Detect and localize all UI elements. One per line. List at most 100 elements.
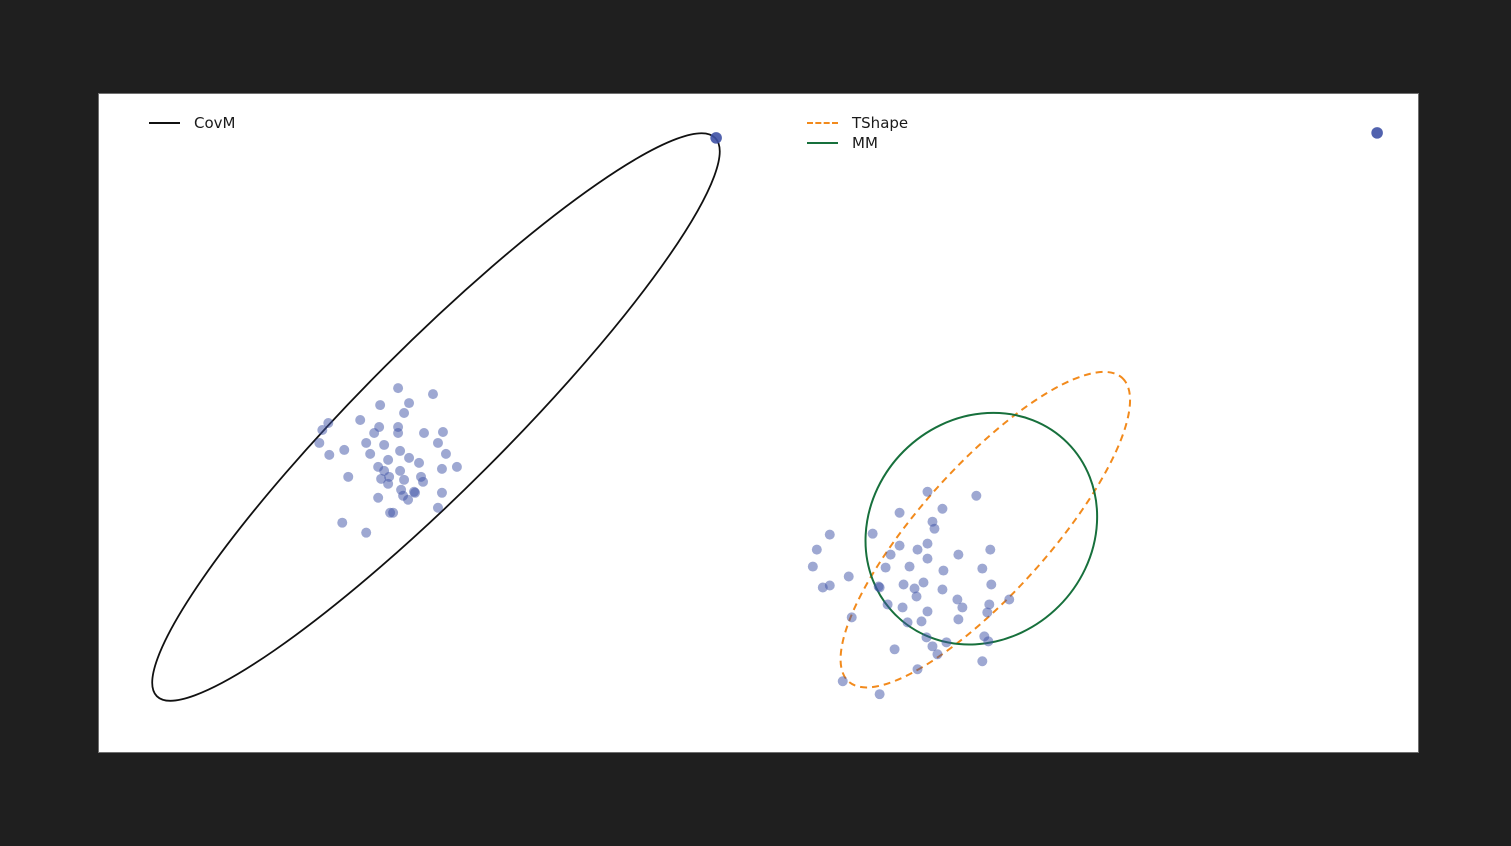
data-point xyxy=(953,614,964,625)
data-point xyxy=(432,502,443,513)
data-point xyxy=(365,448,376,459)
data-point xyxy=(314,437,325,448)
data-point xyxy=(324,449,335,460)
data-point xyxy=(874,689,885,700)
data-point xyxy=(404,398,415,409)
data-point xyxy=(867,528,878,539)
data-point xyxy=(874,582,885,593)
data-point xyxy=(432,437,443,448)
data-point xyxy=(922,606,933,617)
data-point xyxy=(937,584,948,595)
data-point xyxy=(436,487,447,498)
data-point xyxy=(436,463,447,474)
data-point xyxy=(952,594,963,605)
data-point xyxy=(982,607,993,618)
data-point xyxy=(971,490,982,501)
data-point xyxy=(912,664,923,675)
data-point xyxy=(824,529,835,540)
data-point xyxy=(882,599,893,610)
data-point xyxy=(361,437,372,448)
data-point xyxy=(376,473,387,484)
legend-label-tshape: TShape xyxy=(852,114,909,132)
tshape-ellipse xyxy=(839,370,1132,689)
tshape-line-swatch xyxy=(807,122,838,124)
data-point xyxy=(317,424,328,435)
data-point xyxy=(418,476,429,487)
data-point xyxy=(379,439,390,450)
data-point xyxy=(932,649,943,660)
scatter-canvas xyxy=(151,127,1383,702)
data-point xyxy=(889,644,900,655)
data-point xyxy=(375,400,386,411)
data-point xyxy=(941,637,952,648)
data-point xyxy=(909,583,920,594)
data-point xyxy=(977,656,988,667)
data-point xyxy=(437,426,448,437)
data-point xyxy=(393,427,404,438)
data-point xyxy=(399,408,410,419)
data-point xyxy=(393,383,404,394)
legend-label-covm: CovM xyxy=(194,114,236,132)
data-point xyxy=(373,492,384,503)
data-point xyxy=(428,389,438,400)
data-point xyxy=(395,465,406,476)
data-point xyxy=(904,561,915,572)
data-point xyxy=(938,565,949,576)
outlier-point xyxy=(710,132,722,144)
data-point xyxy=(355,415,366,425)
data-point xyxy=(911,591,922,602)
data-point xyxy=(419,427,430,438)
data-point xyxy=(843,571,854,582)
data-point xyxy=(922,486,933,497)
data-point xyxy=(922,538,933,549)
data-point xyxy=(918,577,929,588)
data-point xyxy=(922,553,933,564)
mm-line-swatch xyxy=(807,142,838,144)
data-point xyxy=(343,471,354,482)
data-point xyxy=(440,448,451,459)
data-point xyxy=(929,523,940,534)
data-point xyxy=(898,579,909,590)
data-point xyxy=(403,494,414,505)
data-point xyxy=(912,544,923,555)
data-point xyxy=(897,602,908,613)
data-point xyxy=(451,461,462,472)
data-point xyxy=(414,457,425,468)
data-point xyxy=(323,418,334,428)
data-point xyxy=(1004,594,1015,605)
data-point xyxy=(339,444,350,455)
data-point xyxy=(817,582,828,593)
data-point xyxy=(927,641,938,652)
data-point xyxy=(953,549,964,560)
data-point xyxy=(399,474,410,485)
data-point xyxy=(984,599,995,610)
data-point xyxy=(811,544,822,555)
data-point xyxy=(986,579,997,590)
outlier-point xyxy=(1371,127,1383,139)
data-point xyxy=(916,616,927,627)
mm-ellipse xyxy=(864,411,1099,646)
data-point xyxy=(985,544,996,555)
data-point xyxy=(807,561,818,572)
covm-ellipse xyxy=(151,132,721,702)
data-point xyxy=(404,452,415,463)
data-point xyxy=(921,632,932,643)
data-point xyxy=(846,612,857,623)
data-point xyxy=(361,527,372,538)
data-point xyxy=(937,503,948,514)
data-point xyxy=(383,478,394,489)
data-point xyxy=(383,454,394,465)
data-point xyxy=(388,507,399,518)
data-point xyxy=(395,445,406,456)
data-point xyxy=(885,549,896,560)
data-point xyxy=(902,617,913,628)
figure-panel: CovM TShape MM xyxy=(98,93,1419,753)
data-point xyxy=(369,427,380,438)
data-point xyxy=(983,636,994,647)
data-point xyxy=(894,540,905,551)
data-point xyxy=(337,517,348,528)
data-point xyxy=(410,487,421,498)
legend-right: TShape MM xyxy=(807,113,908,153)
legend-label-mm: MM xyxy=(852,134,878,152)
data-point xyxy=(977,563,988,574)
